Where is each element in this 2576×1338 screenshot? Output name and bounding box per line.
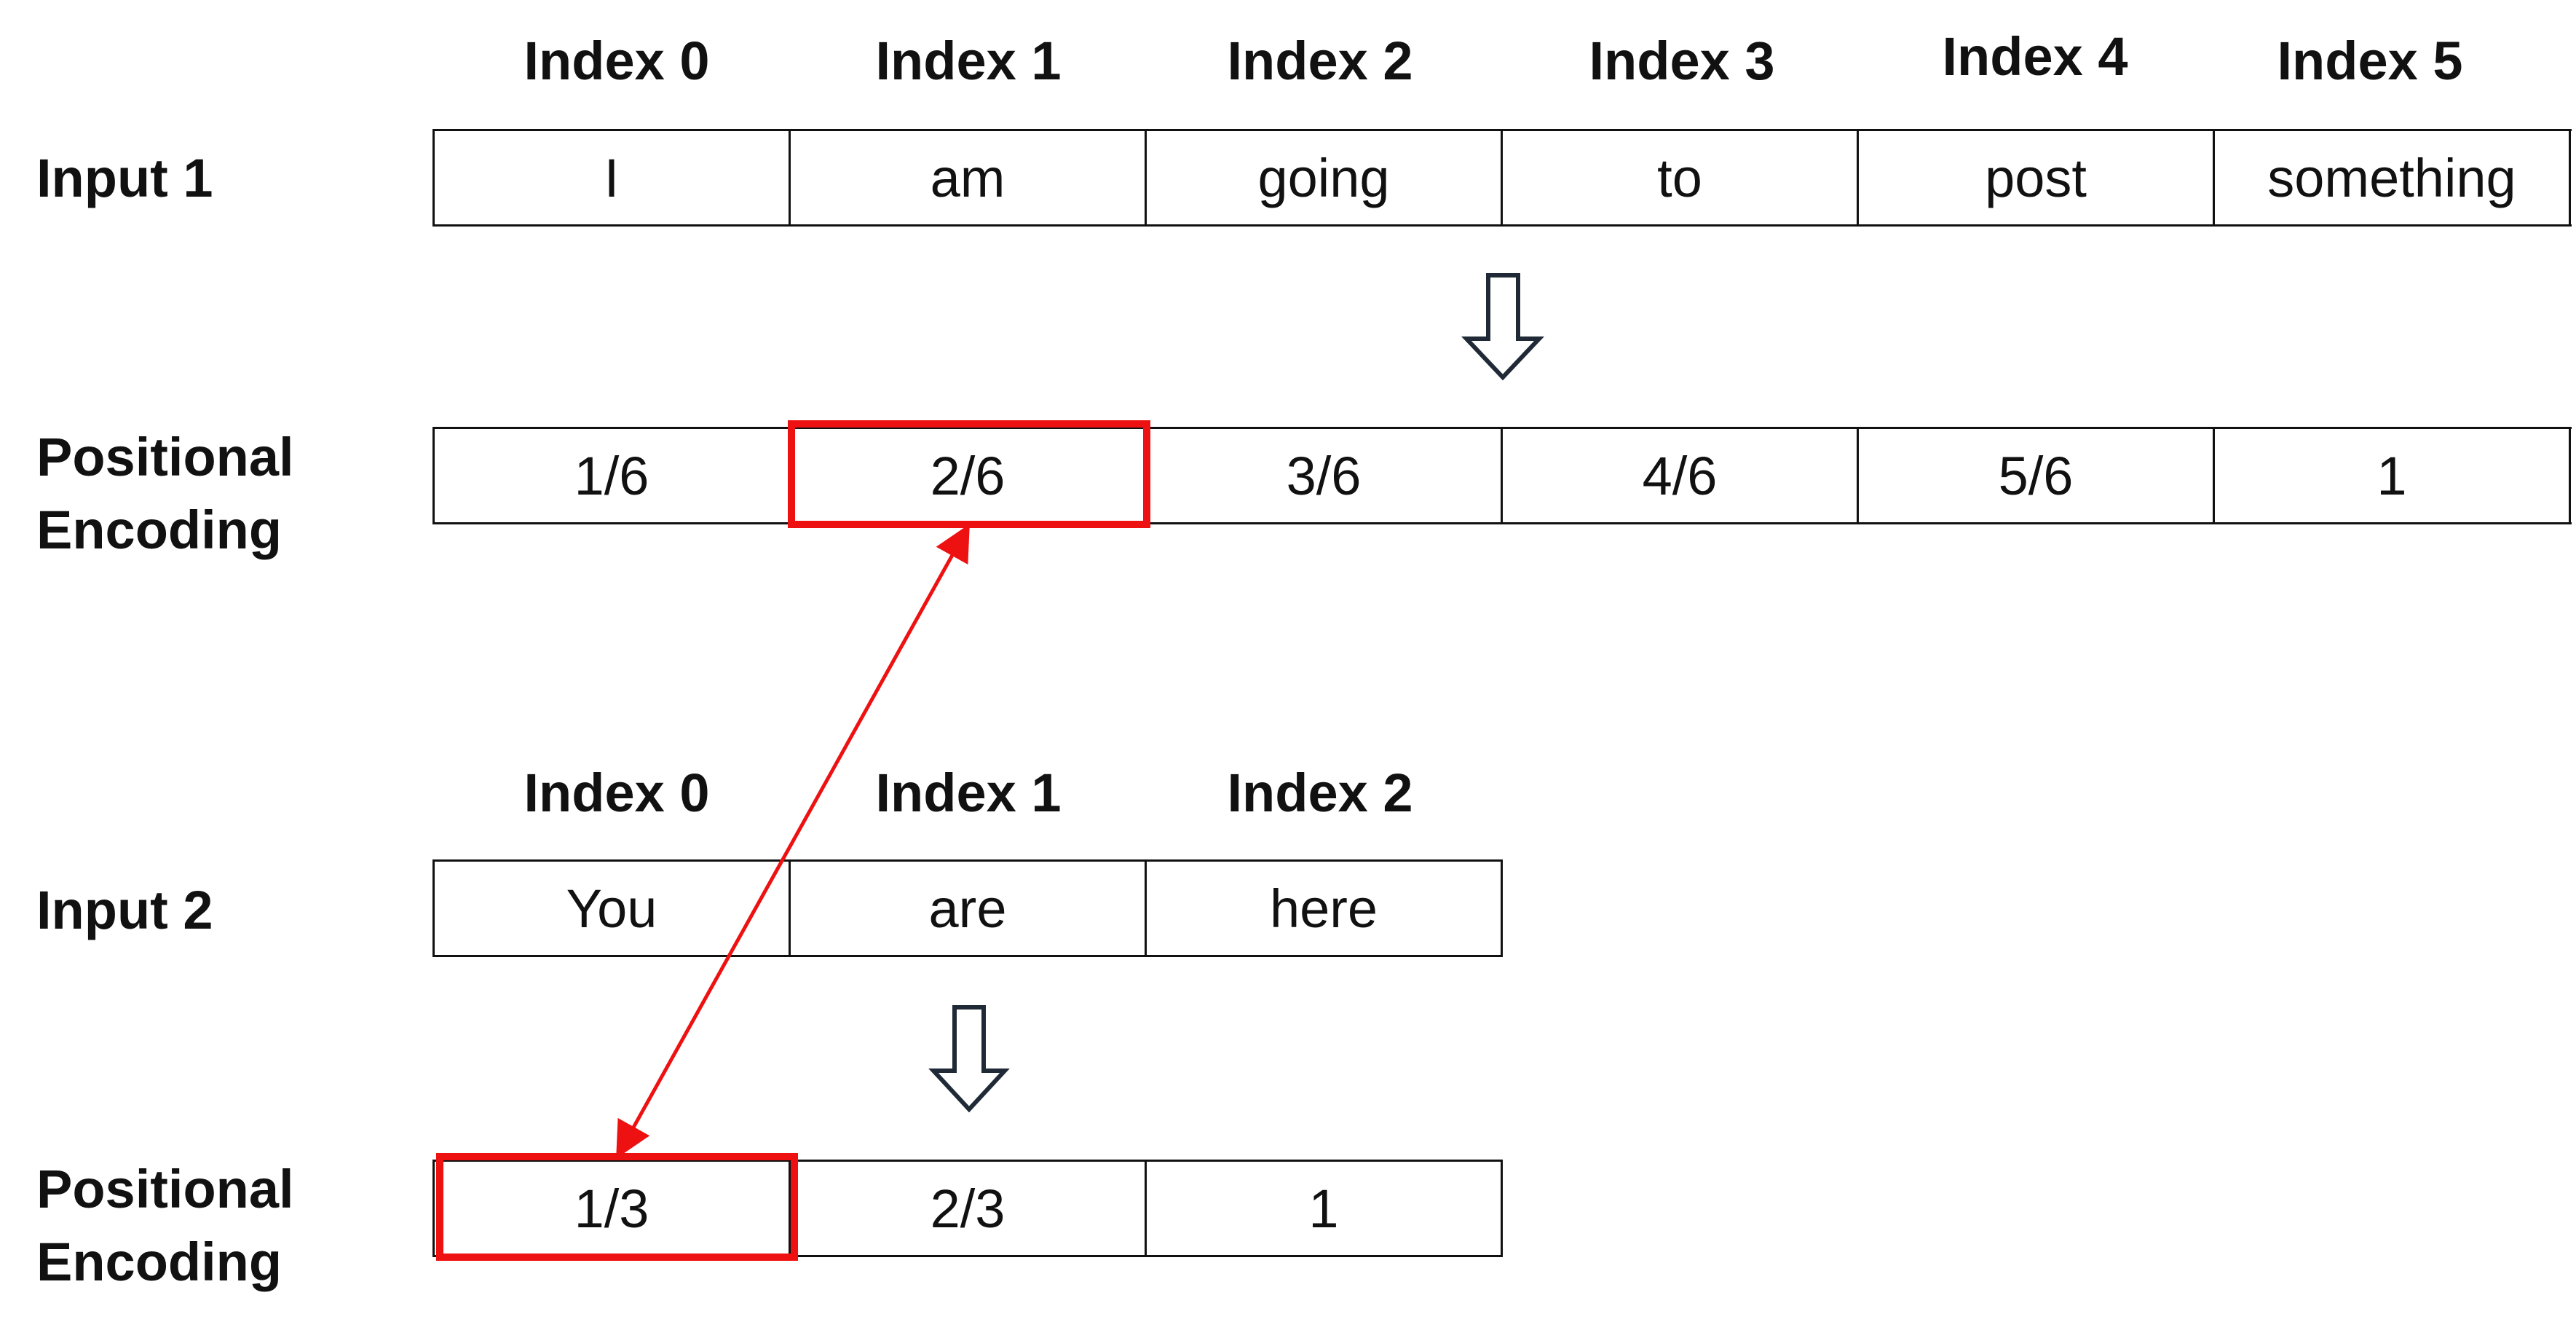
- label-line: Encoding: [36, 1232, 283, 1292]
- token-cell: here: [1147, 862, 1503, 955]
- input-1-label: Input 1: [36, 148, 213, 208]
- label-line: Positional: [36, 1159, 294, 1219]
- token-cell: going: [1147, 131, 1503, 224]
- index-label: Index 2: [1227, 763, 1413, 823]
- index-label: Index 4: [1942, 26, 2128, 87]
- highlight-box: [436, 1153, 798, 1261]
- encoding-cell: 5/6: [1859, 429, 2215, 522]
- label-line: Encoding: [36, 500, 283, 560]
- index-label: Index 3: [1589, 31, 1775, 91]
- input-1-token-row: I am going to post something: [432, 129, 2572, 227]
- index-label: Index 0: [524, 31, 710, 91]
- index-label: Index 1: [875, 31, 1062, 91]
- encoding-cell: 1: [2215, 429, 2571, 522]
- positional-encoding-1-row: 1/6 2/6 3/6 4/6 5/6 1: [432, 427, 2572, 524]
- token-cell: to: [1503, 131, 1859, 224]
- positional-encoding-1-label: Positional Encoding: [36, 421, 294, 567]
- token-cell: post: [1859, 131, 2215, 224]
- index-label: Index 5: [2277, 31, 2463, 91]
- down-arrow-icon: [928, 1005, 1010, 1113]
- connector-arrow: [616, 524, 970, 1159]
- token-cell: am: [791, 131, 1147, 224]
- down-arrow-icon: [1461, 273, 1544, 381]
- label-line: Positional: [36, 427, 294, 487]
- encoding-cell: 2/6: [791, 429, 1147, 522]
- encoding-cell: 1: [1147, 1162, 1503, 1255]
- encoding-cell: 1/3: [435, 1162, 791, 1255]
- positional-encoding-2-label: Positional Encoding: [36, 1153, 294, 1299]
- token-cell: something: [2215, 131, 2571, 224]
- token-cell: I: [435, 131, 791, 224]
- encoding-cell: 2/3: [791, 1162, 1147, 1255]
- input-2-label: Input 2: [36, 880, 213, 940]
- encoding-cell: 4/6: [1503, 429, 1859, 522]
- index-label: Index 2: [1227, 31, 1413, 91]
- highlight-box: [788, 420, 1150, 528]
- positional-encoding-2-row: 1/3 2/3 1: [432, 1160, 1503, 1257]
- encoding-cell: 3/6: [1147, 429, 1503, 522]
